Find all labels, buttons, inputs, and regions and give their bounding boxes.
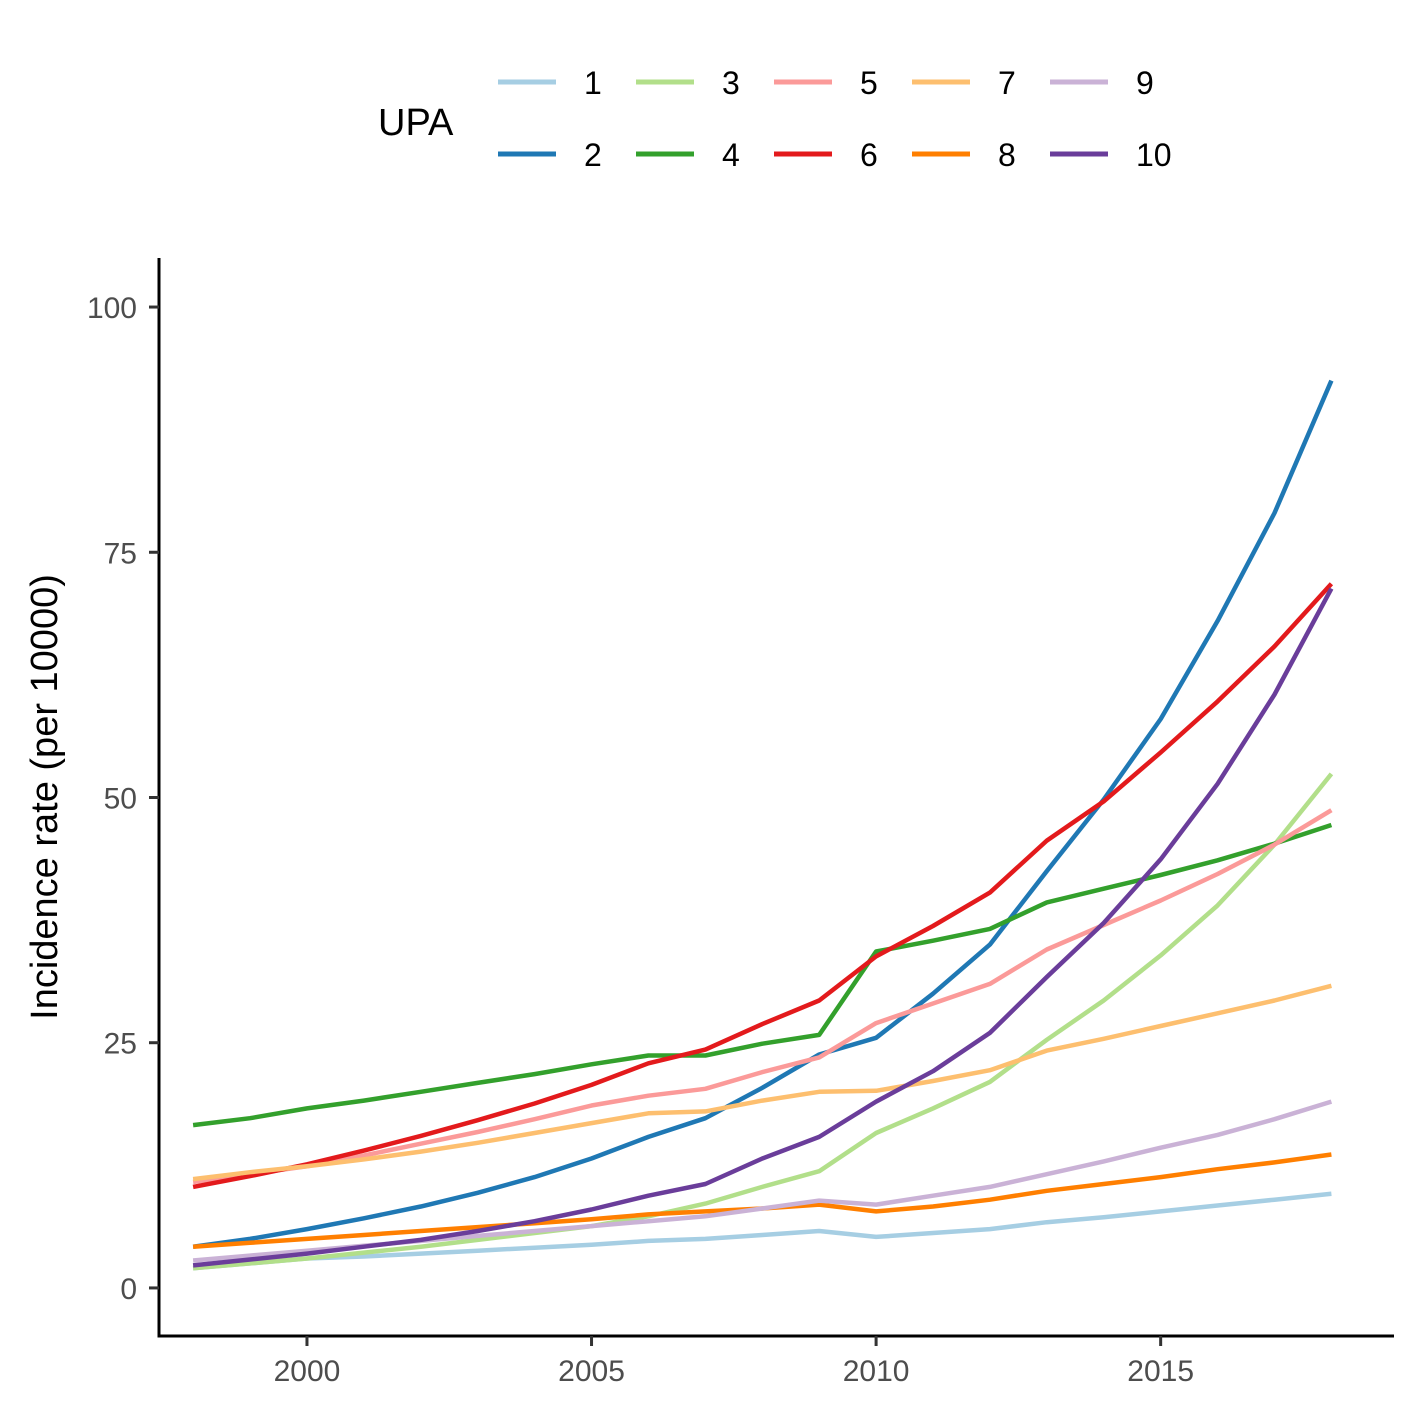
legend-label: 4: [722, 137, 740, 173]
legend-label: 5: [860, 65, 878, 101]
x-tick-label: 2015: [1127, 1355, 1194, 1388]
legend-item-8: 8: [912, 137, 1016, 173]
legend-item-3: 3: [636, 65, 740, 101]
legend-item-4: 4: [636, 137, 740, 173]
series-layer: [192, 379, 1334, 1271]
y-axis-title: Incidence rate (per 10000): [24, 574, 66, 1020]
series-line-10: [192, 587, 1334, 1268]
legend-item-5: 5: [774, 65, 878, 101]
legend-item-2: 2: [498, 137, 602, 173]
x-tick-label: 2010: [843, 1355, 910, 1388]
y-tick-label: 25: [104, 1028, 137, 1061]
series-line-5: [192, 808, 1333, 1185]
legend-item-1: 1: [498, 65, 602, 101]
series-line-1: [192, 1191, 1332, 1271]
y-tick-label: 100: [87, 292, 137, 325]
y-tick-label: 0: [120, 1273, 137, 1306]
series-line-2: [192, 379, 1334, 1249]
axes-layer: 0 25 50 75 100 2000 2005 2010 2015: [87, 258, 1394, 1388]
legend-item-9: 9: [1050, 65, 1154, 101]
x-tick-label: 2000: [274, 1355, 341, 1388]
legend-label: 10: [1136, 137, 1172, 173]
legend-label: 3: [722, 65, 740, 101]
legend-item-7: 7: [912, 65, 1016, 101]
legend-label: 9: [1136, 65, 1154, 101]
y-tick-label: 50: [104, 782, 137, 815]
legend-label: 7: [998, 65, 1016, 101]
x-tick-label: 2005: [558, 1355, 625, 1388]
legend-item-10: 10: [1050, 137, 1172, 173]
series-line-7: [192, 983, 1332, 1182]
series-line-6: [192, 582, 1334, 1190]
legend-label: 1: [584, 65, 602, 101]
legend: UPA 1 2 3 4 5 6 7 8 9 10: [378, 65, 1172, 173]
legend-label: 6: [860, 137, 878, 173]
series-line-3: [192, 772, 1334, 1271]
legend-label: 2: [584, 137, 602, 173]
y-tick-label: 75: [104, 537, 137, 570]
legend-label: 8: [998, 137, 1016, 173]
legend-item-6: 6: [774, 137, 878, 173]
legend-title: UPA: [378, 102, 454, 144]
